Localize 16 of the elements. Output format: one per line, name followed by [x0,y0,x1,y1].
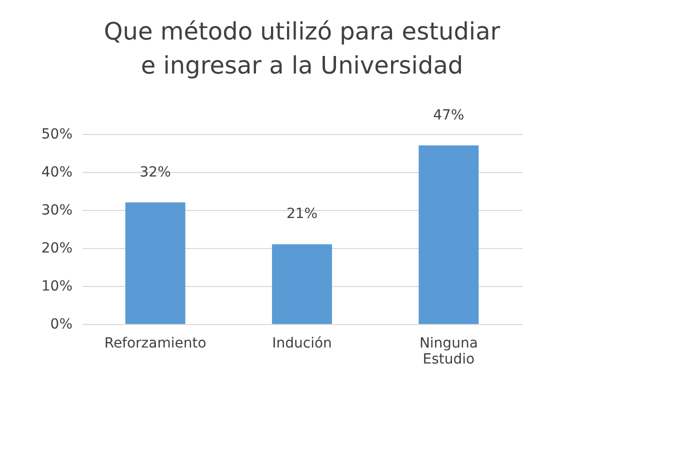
bar [418,145,479,324]
y-tick-label: 0% [50,316,72,332]
bar [272,244,332,324]
data-label: 21% [286,206,318,222]
x-tick-label: Indución [272,336,332,352]
data-label: 47% [433,107,464,124]
bar [125,202,186,324]
y-tick-label: 40% [41,164,72,180]
y-tick-label: 20% [41,240,72,256]
y-tick-label: 30% [41,202,72,218]
chart-title: Que método utilizó para estudiar e ingresar a la Universidad [104,17,500,80]
x-tick-label: Reforzamiento [104,336,206,352]
x-tick-label: Ninguna Estudio [419,336,478,368]
y-tick-label: 50% [41,126,72,142]
y-tick-label: 10% [41,278,72,294]
data-label: 32% [140,164,171,180]
